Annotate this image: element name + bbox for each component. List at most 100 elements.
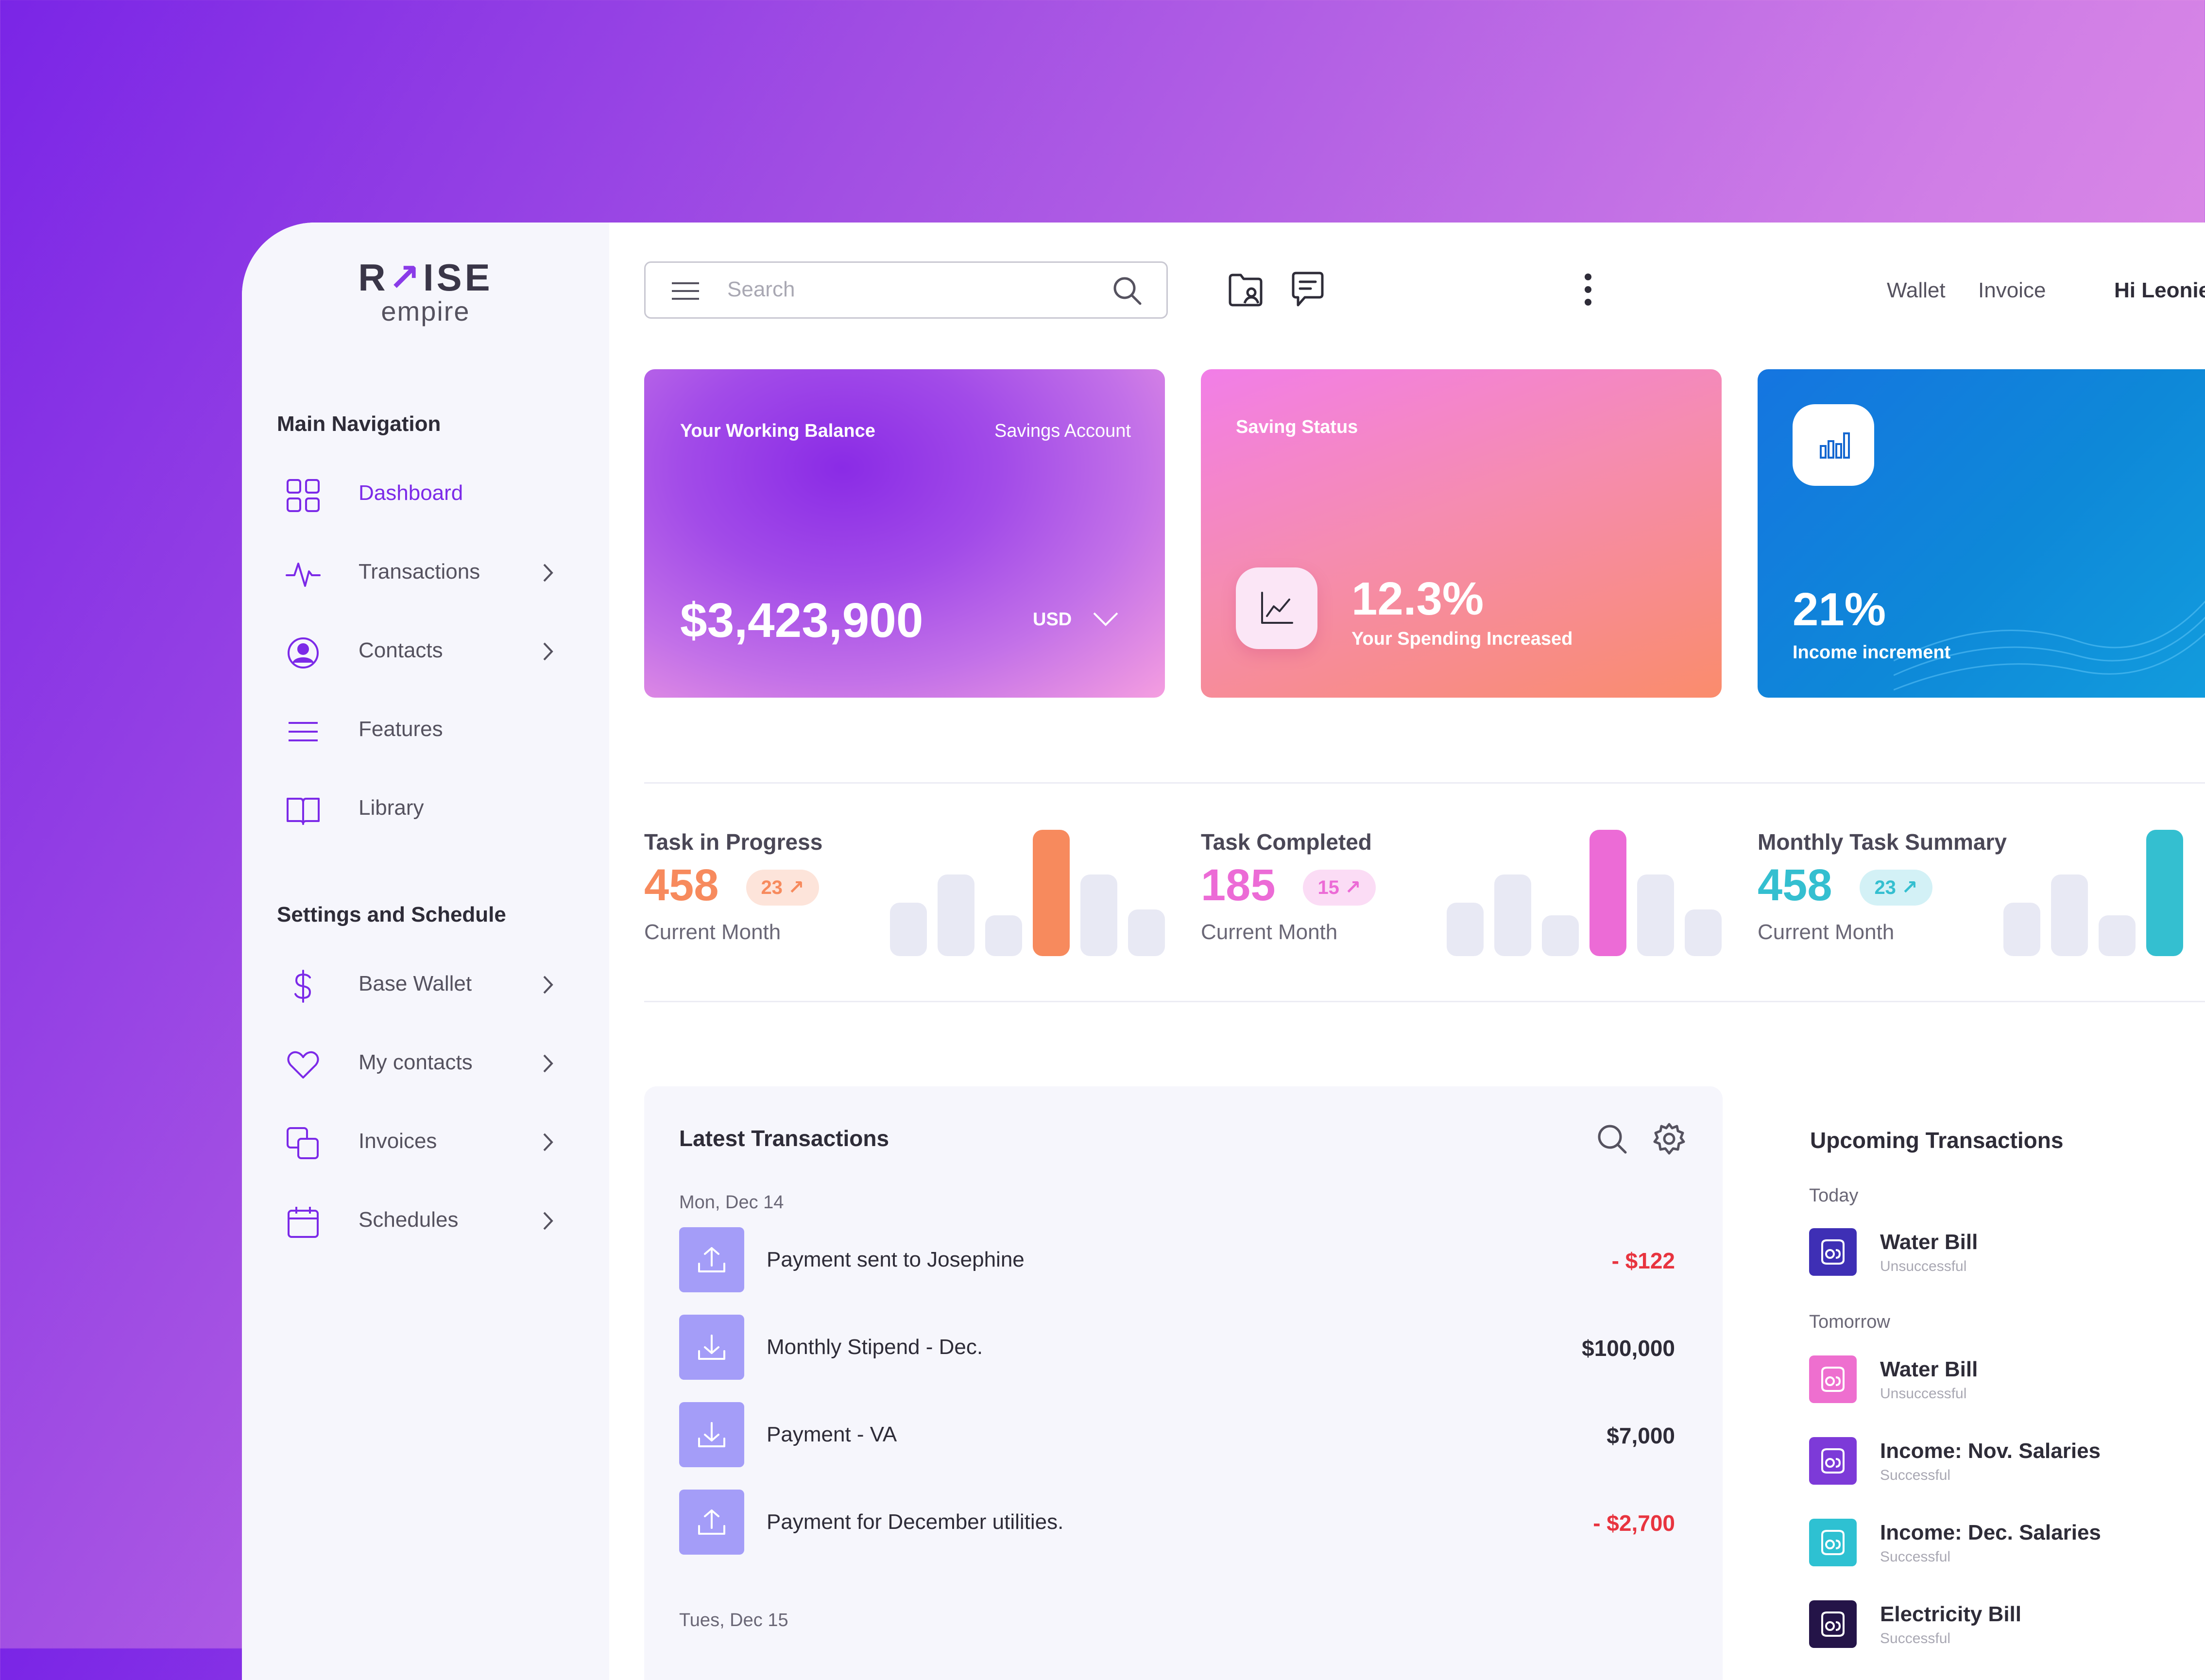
- stat-value: 458: [644, 860, 719, 910]
- sidebar-item-dashboard[interactable]: Dashboard: [286, 467, 577, 516]
- transaction-row[interactable]: Payment - VA $7,000: [679, 1402, 1675, 1467]
- stat-badge: 23 ↗: [1860, 870, 1932, 906]
- chevron-right-icon[interactable]: [538, 1051, 558, 1076]
- stats-badge: [1793, 404, 1874, 486]
- upcoming-item[interactable]: Electricity Bill Successful: [1809, 1598, 2178, 1652]
- bill-icon: [1809, 1355, 1857, 1403]
- dollar-icon: [294, 970, 311, 1003]
- folder-user-icon[interactable]: [1227, 270, 1264, 309]
- upcoming-item[interactable]: Water Bill Unsuccessful: [1809, 1354, 2178, 1407]
- working-balance-card[interactable]: Your Working Balance Savings Account $3,…: [644, 369, 1165, 698]
- income-percent: 21%: [1793, 583, 1886, 635]
- stat-value: 185: [1201, 860, 1276, 910]
- latest-transactions-panel: Latest Transactions Mon, Dec 14 Payment …: [644, 1086, 1723, 1680]
- income-icon: [1809, 1437, 1857, 1485]
- stat-subtitle: Current Month: [644, 920, 781, 944]
- search-input[interactable]: Search: [727, 277, 795, 301]
- transaction-date: Mon, Dec 14: [679, 1192, 784, 1213]
- chart-bar: [1080, 874, 1117, 956]
- saving-status-card[interactable]: Saving Status 12.3% Your Spending Increa…: [1201, 369, 1722, 698]
- chart-bar: [1685, 909, 1722, 956]
- settings-schedule-heading: Settings and Schedule: [277, 903, 506, 926]
- logo-letter-r: R: [358, 256, 389, 299]
- calendar-icon: [288, 1207, 319, 1238]
- search-icon[interactable]: [1596, 1123, 1627, 1154]
- chart-bar: [1128, 909, 1165, 956]
- upcoming-item[interactable]: Income: Dec. Salaries Successful: [1809, 1517, 2178, 1570]
- transaction-row[interactable]: Payment sent to Josephine - $122: [679, 1227, 1675, 1292]
- saving-caption: Your Spending Increased: [1351, 629, 1573, 649]
- transaction-label: Monthly Stipend - Dec.: [767, 1335, 983, 1359]
- sidebar: R↗ISE empire Main Navigation Dashboard T…: [242, 223, 609, 1680]
- user-greeting[interactable]: Hi Leonie: [2114, 278, 2205, 302]
- transaction-row[interactable]: Monthly Stipend - Dec. $100,000: [679, 1315, 1675, 1380]
- stat-subtitle: Current Month: [1201, 920, 1338, 944]
- logo[interactable]: R↗ISE: [242, 256, 609, 300]
- upcoming-transactions-title: Upcoming Transactions: [1810, 1128, 2064, 1153]
- balance-amount: $3,423,900: [680, 593, 923, 648]
- chart-bar: [1637, 874, 1674, 956]
- chart-bar: [890, 903, 927, 956]
- chevron-right-icon[interactable]: [538, 561, 558, 585]
- upcoming-name: Water Bill: [1880, 1357, 1978, 1381]
- latest-transactions-title: Latest Transactions: [679, 1126, 889, 1151]
- message-icon[interactable]: [1289, 270, 1326, 309]
- transaction-row[interactable]: Payment for December utilities. - $2,700: [679, 1490, 1675, 1555]
- app-window: R↗ISE empire Main Navigation Dashboard T…: [242, 223, 2205, 1680]
- stat-title: Task Completed: [1201, 829, 1372, 855]
- sidebar-item-my-contacts[interactable]: My contacts: [286, 1037, 577, 1085]
- transaction-amount: $100,000: [1582, 1336, 1675, 1361]
- chart-bar: [985, 915, 1022, 956]
- sidebar-item-transactions[interactable]: Transactions: [286, 546, 577, 595]
- grid-icon: [287, 479, 320, 512]
- more-vertical-icon[interactable]: [1581, 270, 1595, 309]
- saving-card-title: Saving Status: [1236, 417, 1358, 437]
- line-chart-icon: [1261, 592, 1293, 624]
- chart-bar: [2003, 903, 2040, 956]
- sidebar-item-base-wallet[interactable]: Base Wallet: [286, 958, 577, 1007]
- task-completed-bars: [1447, 830, 1722, 956]
- logo-subtitle: empire: [381, 296, 470, 326]
- transaction-amount: $7,000: [1607, 1423, 1675, 1448]
- invoice-link[interactable]: Invoice: [1978, 278, 2046, 302]
- search-bar[interactable]: Search: [644, 261, 1168, 319]
- upcoming-status: Unsuccessful: [1880, 1258, 1967, 1274]
- divider: [644, 782, 2205, 784]
- sidebar-item-library[interactable]: Library: [286, 782, 577, 831]
- chevron-right-icon[interactable]: [538, 973, 558, 997]
- stat-badge: 15 ↗: [1303, 870, 1376, 906]
- chart-bar: [1447, 903, 1484, 956]
- search-icon[interactable]: [1111, 274, 1143, 307]
- upcoming-status: Successful: [1880, 1630, 1951, 1646]
- stat-title: Task in Progress: [644, 829, 823, 855]
- hamburger-icon[interactable]: [671, 280, 700, 302]
- bill-icon: [1809, 1600, 1857, 1648]
- upcoming-item[interactable]: Water Bill Unsuccessful: [1809, 1226, 2178, 1280]
- upload-icon: [679, 1490, 744, 1555]
- menu-lines-icon: [289, 722, 318, 741]
- download-icon: [679, 1402, 744, 1467]
- currency-select[interactable]: USD: [1033, 609, 1072, 630]
- income-icon: [1809, 1519, 1857, 1566]
- sidebar-item-schedules[interactable]: Schedules: [286, 1194, 577, 1243]
- sidebar-item-label: Invoices: [359, 1129, 437, 1153]
- chevron-down-icon[interactable]: [1092, 610, 1119, 628]
- wallet-link[interactable]: Wallet: [1887, 278, 1946, 302]
- sidebar-item-features[interactable]: Features: [286, 703, 577, 752]
- gear-icon[interactable]: [1653, 1122, 1686, 1155]
- copy-icon: [287, 1127, 319, 1159]
- chart-bar: [1542, 915, 1579, 956]
- upcoming-name: Water Bill: [1880, 1230, 1978, 1254]
- chevron-right-icon[interactable]: [538, 1209, 558, 1233]
- chart-bar: [1033, 830, 1070, 956]
- chevron-right-icon[interactable]: [538, 1130, 558, 1154]
- saving-percent: 12.3%: [1351, 573, 1484, 625]
- bar-chart-icon: [1820, 432, 1850, 459]
- income-card[interactable]: 21% Income increment: [1758, 369, 2205, 698]
- chevron-right-icon[interactable]: [538, 639, 558, 664]
- sidebar-item-contacts[interactable]: Contacts: [286, 625, 577, 673]
- upcoming-item[interactable]: Income: Nov. Salaries Successful: [1809, 1435, 2178, 1489]
- sidebar-item-invoices[interactable]: Invoices: [286, 1115, 577, 1164]
- stat-title: Monthly Task Summary: [1758, 829, 2007, 855]
- upcoming-name: Electricity Bill: [1880, 1602, 2022, 1626]
